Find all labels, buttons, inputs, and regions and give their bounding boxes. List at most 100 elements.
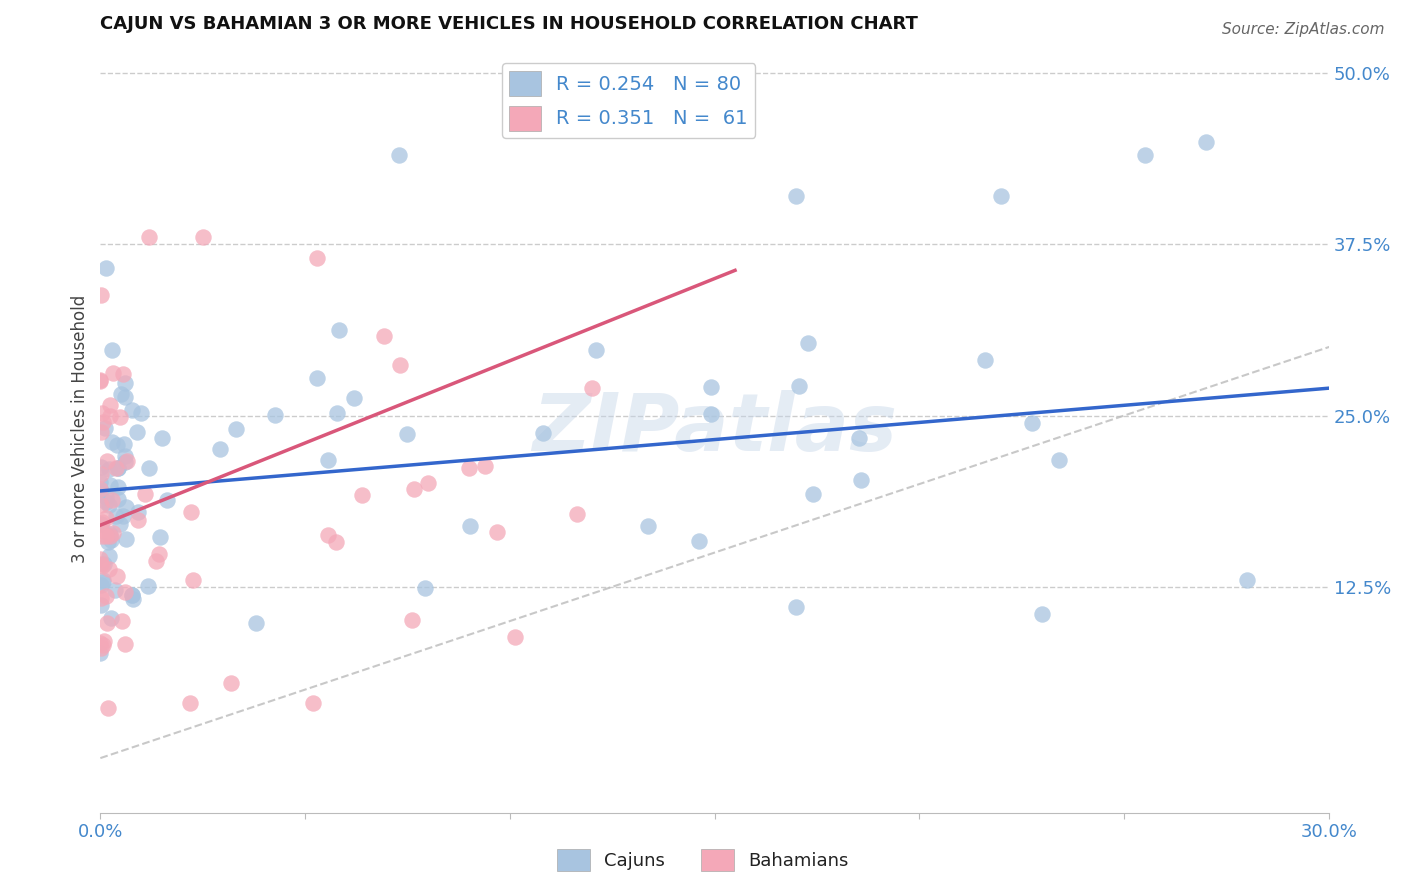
Point [100, 435, 122, 450]
Point [100, 610, 122, 624]
Point [343, 391, 366, 405]
Point [114, 533, 136, 547]
Point [114, 454, 136, 468]
Point [98, 529, 121, 543]
Point [90, 459, 112, 474]
Point [700, 407, 723, 421]
Point [98, 527, 121, 541]
Point [181, 574, 204, 588]
Point [112, 508, 135, 523]
Point [90, 640, 112, 655]
Point [97, 701, 120, 715]
Point [94, 495, 117, 509]
Point [100, 533, 122, 548]
Legend: Cajuns, Bahamians: Cajuns, Bahamians [550, 842, 856, 879]
Point [1195, 135, 1218, 149]
Point [688, 534, 710, 549]
Point [801, 487, 824, 501]
Point [115, 500, 138, 515]
Point [90, 529, 112, 543]
Point [90, 516, 112, 531]
Point [97, 462, 120, 476]
Point [114, 585, 136, 599]
Point [585, 343, 607, 358]
Point [121, 588, 143, 602]
Point [90, 425, 112, 439]
Point [96, 490, 118, 504]
Point [1133, 148, 1156, 162]
Point [108, 409, 131, 424]
Point [91, 415, 114, 429]
Point [388, 148, 411, 162]
Point [138, 230, 160, 244]
Point [112, 437, 135, 451]
Point [90, 499, 112, 513]
Point [221, 675, 243, 690]
Point [191, 230, 214, 244]
Point [138, 461, 160, 475]
Point [94, 528, 117, 542]
Point [148, 547, 170, 561]
Point [318, 452, 340, 467]
Point [89, 552, 111, 566]
Point [105, 569, 128, 583]
Point [402, 482, 425, 496]
Point [91, 559, 114, 574]
Point [98, 478, 121, 492]
Point [114, 390, 136, 404]
Point [531, 425, 554, 440]
Point [974, 353, 997, 368]
Point [121, 403, 143, 417]
Point [388, 358, 411, 372]
Point [127, 513, 149, 527]
Y-axis label: 3 or more Vehicles in Household: 3 or more Vehicles in Household [72, 295, 89, 564]
Point [114, 376, 136, 390]
Point [98, 409, 121, 424]
Text: Source: ZipAtlas.com: Source: ZipAtlas.com [1222, 22, 1385, 37]
Point [225, 422, 247, 436]
Point [127, 425, 149, 439]
Point [145, 554, 167, 568]
Point [264, 408, 287, 422]
Point [94, 589, 117, 603]
Point [91, 575, 114, 590]
Point [156, 493, 179, 508]
Point [97, 534, 120, 549]
Point [107, 480, 129, 494]
Point [89, 483, 111, 497]
Point [93, 557, 115, 571]
Point [785, 600, 807, 615]
Point [98, 562, 121, 576]
Point [396, 426, 419, 441]
Point [90, 484, 112, 499]
Point [352, 488, 374, 502]
Point [318, 528, 340, 542]
Point [134, 487, 156, 501]
Point [787, 379, 810, 393]
Point [90, 467, 112, 482]
Point [581, 381, 603, 395]
Point [127, 505, 149, 519]
Point [149, 530, 172, 544]
Point [89, 375, 111, 389]
Point [485, 525, 508, 540]
Point [105, 509, 128, 524]
Point [90, 288, 112, 302]
Point [108, 517, 131, 532]
Point [637, 519, 659, 533]
Point [98, 528, 121, 542]
Point [700, 380, 723, 394]
Point [851, 474, 873, 488]
Point [111, 368, 134, 382]
Point [848, 431, 870, 445]
Point [91, 515, 114, 529]
Point [94, 260, 117, 275]
Point [101, 493, 124, 508]
Point [94, 420, 117, 434]
Point [114, 637, 136, 651]
Point [90, 406, 112, 420]
Point [1236, 573, 1258, 587]
Point [97, 498, 120, 512]
Point [503, 630, 526, 644]
Point [418, 476, 440, 491]
